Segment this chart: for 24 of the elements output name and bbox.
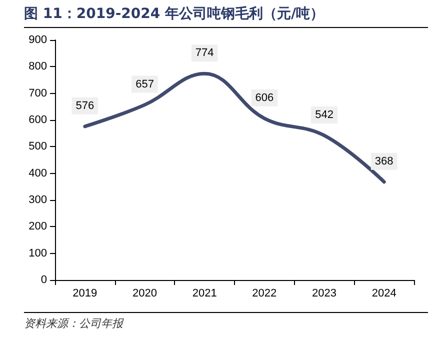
y-tick-label: 300: [28, 194, 47, 206]
x-tick-label: 2024: [372, 288, 396, 300]
text: 资料来源：公司年报: [24, 312, 428, 331]
x-tick-label: 2022: [252, 288, 277, 300]
y-tick-label: 400: [28, 167, 47, 180]
data-label: 576: [76, 100, 94, 112]
data-label: 542: [315, 108, 334, 121]
x-tick-label: 2021: [192, 288, 217, 300]
data-label: 368: [374, 155, 394, 168]
y-tick-label: 800: [28, 60, 47, 73]
data-label: 774: [195, 47, 214, 60]
y-tick-label: 0: [40, 274, 47, 286]
y-tick-label: 500: [28, 140, 47, 153]
data-label: 657: [136, 78, 154, 90]
y-tick-label: 600: [28, 114, 47, 126]
y-tick-label: 700: [28, 87, 47, 100]
y-tick-label: 100: [28, 247, 47, 260]
y-tick-label: 200: [28, 220, 47, 233]
chart-title: 图 11：2019-2024 年公司吨钢毛利（元/吨）: [24, 5, 428, 28]
data-label: 606: [255, 92, 274, 104]
x-tick-label: 2019: [72, 288, 98, 300]
y-tick-label: 900: [28, 34, 47, 46]
x-tick-label: 2020: [132, 288, 157, 300]
x-tick-label: 2023: [312, 288, 336, 300]
